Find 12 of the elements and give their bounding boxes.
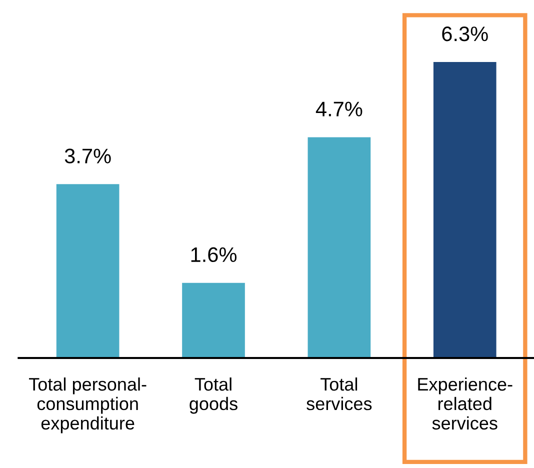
bar xyxy=(433,62,496,358)
bar xyxy=(308,137,371,358)
data-label: 4.7% xyxy=(316,102,362,116)
x-tick-label: Total services xyxy=(306,377,372,410)
x-tick-label: Experience- related services xyxy=(418,377,512,430)
data-label: 3.7% xyxy=(64,148,111,164)
data-label: 1.6% xyxy=(191,247,237,262)
x-tick-label: Total personal- consumption expenditure xyxy=(29,377,146,434)
bar xyxy=(182,282,245,358)
bar xyxy=(56,184,120,358)
data-label: 6.3% xyxy=(442,26,488,42)
x-tick-label: Total goods xyxy=(190,377,238,414)
